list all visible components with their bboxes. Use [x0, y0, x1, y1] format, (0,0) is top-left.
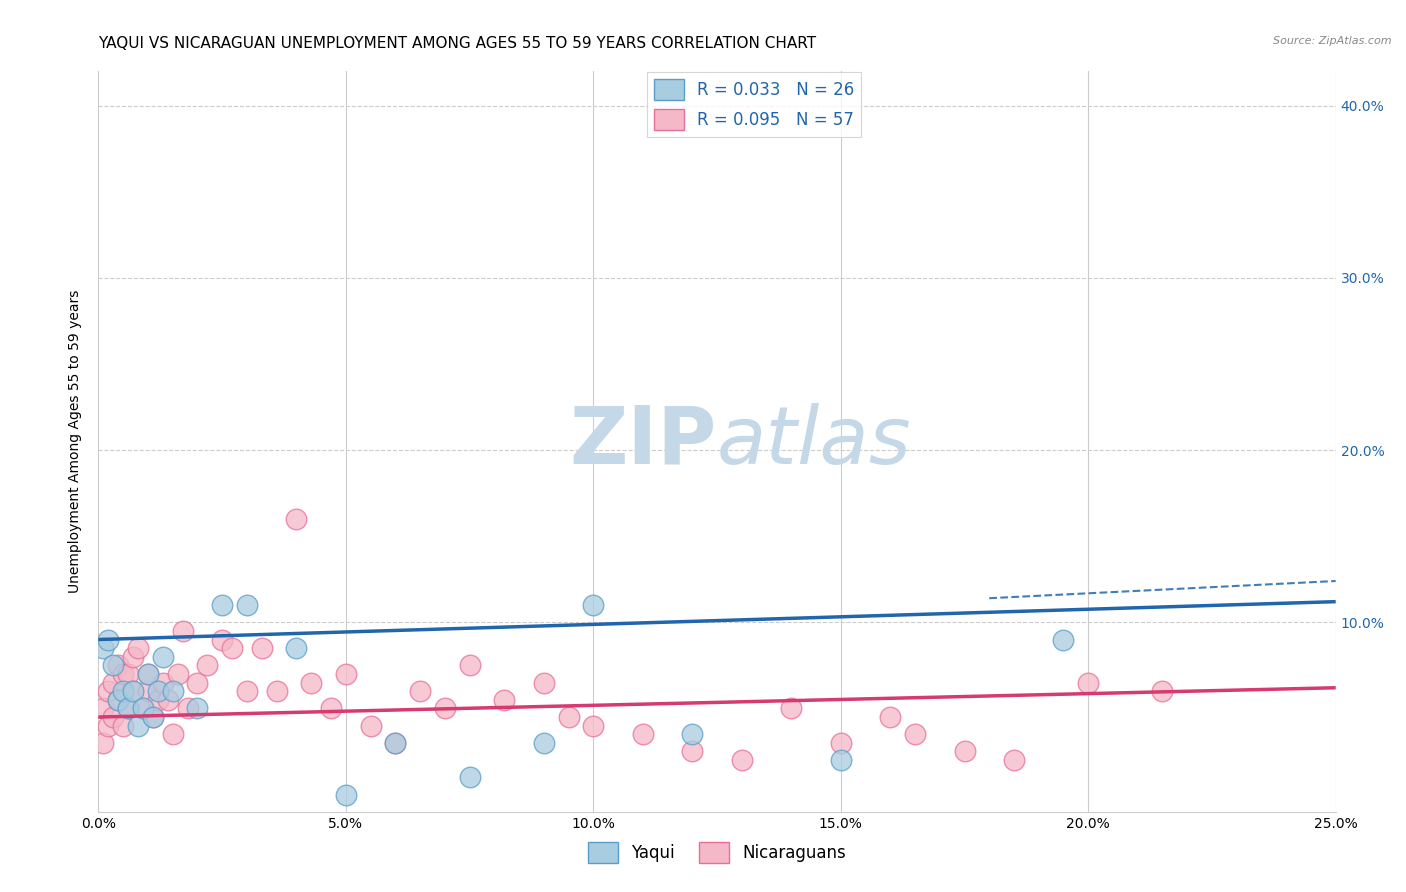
Point: [107, 693, 129, 707]
Point: [830, 736, 852, 750]
Point: [93, 701, 115, 715]
Point: [136, 684, 159, 698]
Point: [221, 641, 243, 656]
Point: [236, 598, 259, 612]
Point: [146, 684, 169, 698]
Point: [136, 667, 159, 681]
Point: [236, 684, 259, 698]
Point: [162, 684, 184, 698]
Point: [117, 701, 139, 715]
Point: [335, 788, 357, 802]
Point: [127, 641, 149, 656]
Point: [112, 718, 135, 732]
Point: [136, 667, 159, 681]
Point: [211, 598, 233, 612]
Point: [631, 727, 654, 741]
Point: [731, 753, 754, 767]
Point: [103, 710, 125, 724]
Point: [250, 641, 273, 656]
Point: [458, 658, 481, 673]
Point: [285, 641, 308, 656]
Point: [97, 684, 120, 698]
Point: [152, 649, 174, 664]
Point: [117, 701, 139, 715]
Point: [299, 675, 322, 690]
Point: [285, 512, 308, 526]
Point: [953, 744, 976, 758]
Point: [107, 658, 129, 673]
Point: [172, 624, 194, 638]
Text: ZIP: ZIP: [569, 402, 717, 481]
Point: [93, 736, 115, 750]
Text: Source: ZipAtlas.com: Source: ZipAtlas.com: [1274, 36, 1392, 45]
Point: [132, 701, 155, 715]
Point: [162, 727, 184, 741]
Point: [107, 693, 129, 707]
Point: [533, 675, 555, 690]
Point: [1152, 684, 1174, 698]
Point: [582, 718, 605, 732]
Point: [360, 718, 382, 732]
Point: [494, 693, 516, 707]
Point: [152, 675, 174, 690]
Point: [780, 701, 803, 715]
Point: [458, 770, 481, 784]
Point: [103, 658, 125, 673]
Point: [533, 736, 555, 750]
Point: [132, 701, 155, 715]
Point: [582, 598, 605, 612]
Point: [879, 710, 901, 724]
Point: [195, 658, 218, 673]
Point: [122, 649, 145, 664]
Point: [681, 727, 703, 741]
Point: [142, 710, 165, 724]
Point: [166, 667, 188, 681]
Point: [433, 701, 456, 715]
Point: [97, 632, 120, 647]
Point: [211, 632, 233, 647]
Point: [830, 753, 852, 767]
Point: [384, 736, 406, 750]
Point: [335, 667, 357, 681]
Point: [112, 684, 135, 698]
Point: [142, 710, 165, 724]
Point: [97, 718, 120, 732]
Y-axis label: Unemployment Among Ages 55 to 59 years: Unemployment Among Ages 55 to 59 years: [69, 290, 83, 593]
Point: [127, 718, 149, 732]
Point: [103, 675, 125, 690]
Point: [186, 675, 208, 690]
Legend: Yaqui, Nicaraguans: Yaqui, Nicaraguans: [581, 835, 853, 870]
Point: [1002, 753, 1025, 767]
Point: [904, 727, 927, 741]
Point: [112, 667, 135, 681]
Point: [557, 710, 579, 724]
Point: [122, 684, 145, 698]
Point: [186, 701, 208, 715]
Point: [146, 693, 169, 707]
Point: [1077, 675, 1099, 690]
Point: [117, 667, 139, 681]
Point: [93, 641, 115, 656]
Point: [176, 701, 198, 715]
Point: [319, 701, 342, 715]
Point: [1052, 632, 1074, 647]
Point: [122, 684, 145, 698]
Point: [266, 684, 288, 698]
Point: [409, 684, 432, 698]
Point: [156, 693, 179, 707]
Point: [681, 744, 703, 758]
Text: YAQUI VS NICARAGUAN UNEMPLOYMENT AMONG AGES 55 TO 59 YEARS CORRELATION CHART: YAQUI VS NICARAGUAN UNEMPLOYMENT AMONG A…: [98, 36, 817, 51]
Point: [384, 736, 406, 750]
Text: atlas: atlas: [717, 402, 912, 481]
